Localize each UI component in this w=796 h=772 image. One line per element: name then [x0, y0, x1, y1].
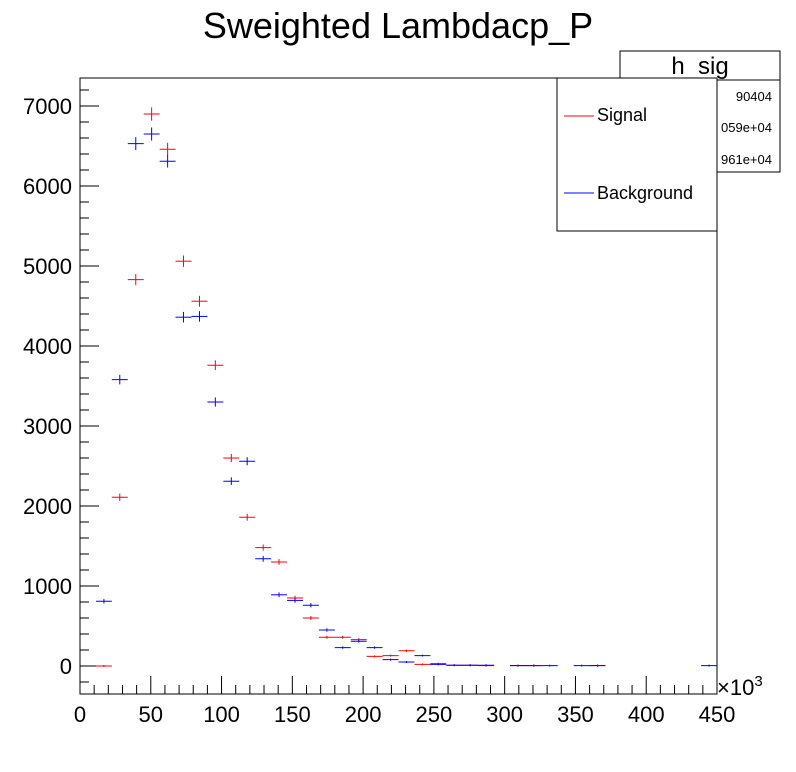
data-points — [95, 107, 718, 667]
data-point-background — [111, 374, 128, 385]
data-point-background — [271, 592, 287, 598]
x-tick-label: 150 — [274, 702, 311, 727]
data-point-background — [589, 664, 606, 667]
axes: 0 50 100 150 200 250 300 350 400 450 0 1000 2000 3000… — [23, 89, 736, 727]
legend-frame — [556, 77, 718, 232]
legend: Signal Background — [556, 77, 718, 232]
data-point-background — [398, 661, 415, 663]
data-point-background — [95, 598, 112, 604]
x-tick-label: 250 — [416, 702, 453, 727]
x-tick-label: 400 — [628, 702, 665, 727]
data-point-background — [573, 664, 590, 667]
data-point-background — [525, 664, 542, 667]
data-point-background — [207, 397, 224, 407]
x-tick-label: 300 — [486, 702, 523, 727]
x-tick-label: 50 — [139, 702, 163, 727]
data-point-background — [510, 664, 526, 667]
data-point-signal — [159, 142, 176, 156]
data-point-signal — [414, 663, 431, 666]
data-point-background — [446, 664, 463, 667]
series-signal — [95, 107, 606, 667]
y-tick-label: 2000 — [23, 494, 72, 519]
y-tick-label: 7000 — [23, 94, 72, 119]
data-point-signal — [191, 295, 208, 307]
x-axis-multiplier: ×103 — [717, 673, 763, 700]
x-axis-multiplier-base: ×10 — [717, 675, 754, 700]
data-point-background — [414, 654, 431, 657]
y-tick-label: 3000 — [23, 414, 72, 439]
data-point-background — [239, 457, 256, 466]
legend-background-label: Background — [597, 183, 693, 203]
y-tick-label: 4000 — [23, 334, 72, 359]
data-point-signal — [127, 274, 144, 286]
x-tick-label: 200 — [345, 702, 382, 727]
data-point-background — [430, 663, 447, 666]
frame-layer — [79, 77, 718, 695]
data-point-background — [287, 598, 303, 603]
data-point-background — [334, 646, 351, 649]
y-tick-label: 6000 — [23, 174, 72, 199]
data-point-signal — [398, 649, 415, 652]
data-point-signal — [302, 616, 319, 620]
chart-title: Sweighted Lambdacp_P — [203, 5, 593, 46]
data-point-background — [350, 639, 367, 643]
x-tick-label: 450 — [699, 702, 736, 727]
x-tick-label: 100 — [203, 702, 240, 727]
data-point-background — [318, 628, 335, 632]
data-point-signal — [382, 654, 399, 657]
data-point-signal — [207, 360, 224, 371]
data-point-background — [159, 154, 176, 168]
data-point-background — [255, 555, 272, 562]
data-point-signal — [255, 544, 272, 551]
data-point-signal — [334, 635, 351, 639]
data-point-background — [302, 602, 319, 608]
y-tick-label: 5000 — [23, 254, 72, 279]
plot-frame — [79, 77, 718, 695]
data-point-signal — [271, 559, 287, 565]
data-point-background — [127, 137, 144, 151]
data-point-signal — [239, 513, 256, 521]
series-background — [95, 127, 718, 667]
data-point-signal — [223, 453, 240, 463]
data-point-signal — [95, 665, 112, 667]
data-point-background — [191, 311, 208, 322]
x-tick-label: 0 — [74, 702, 86, 727]
data-point-background — [223, 477, 240, 486]
data-point-signal — [175, 255, 192, 267]
data-point-signal — [111, 493, 128, 501]
data-point-background — [143, 127, 160, 141]
data-point-background — [462, 664, 479, 667]
stats-value-entries: 90404 — [736, 89, 772, 104]
legend-signal-label: Signal — [597, 105, 647, 125]
x-tick-label: 350 — [557, 702, 594, 727]
data-point-signal — [366, 655, 383, 658]
data-point-background — [541, 664, 558, 667]
y-tick-label: 1000 — [23, 574, 72, 599]
data-point-background — [701, 664, 718, 667]
y-tick-label: 0 — [60, 654, 72, 679]
data-point-background — [175, 311, 192, 323]
x-axis-multiplier-exponent: 3 — [754, 673, 762, 690]
data-point-background — [382, 658, 399, 661]
stats-value-mean: 059e+04 — [721, 120, 772, 135]
data-point-signal — [318, 635, 335, 639]
data-point-background — [478, 664, 495, 667]
stats-value-stddev: 961e+04 — [721, 152, 772, 167]
data-point-signal — [143, 107, 160, 121]
stats-box-title: h_sig — [671, 53, 728, 80]
data-point-background — [366, 646, 383, 649]
